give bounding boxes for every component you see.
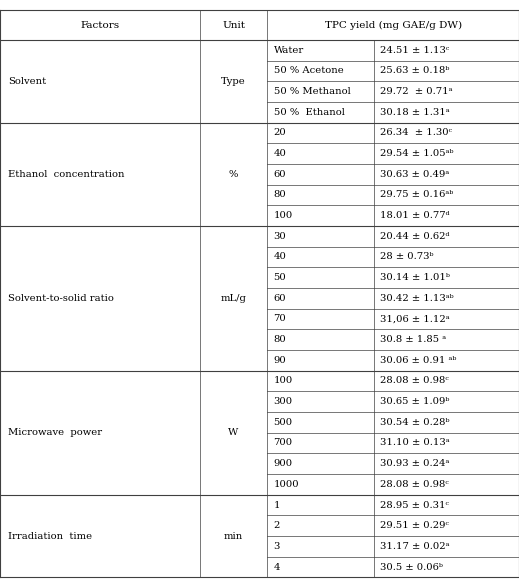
Text: TPC yield (mg GAE/g DW): TPC yield (mg GAE/g DW) [324,20,462,30]
Text: Ethanol  concentration: Ethanol concentration [8,170,124,179]
Text: 30.14 ± 1.01ᵇ: 30.14 ± 1.01ᵇ [380,273,450,282]
Text: 1000: 1000 [274,480,299,489]
Text: 30.54 ± 0.28ᵇ: 30.54 ± 0.28ᵇ [380,418,449,427]
Text: 50: 50 [274,273,286,282]
Text: 29.72  ± 0.71ᵃ: 29.72 ± 0.71ᵃ [380,87,453,96]
Text: 60: 60 [274,294,286,303]
Text: W: W [228,428,239,437]
Text: 30.18 ± 1.31ᵃ: 30.18 ± 1.31ᵃ [380,108,449,117]
Text: Factors: Factors [80,21,119,30]
Text: 26.34  ± 1.30ᶜ: 26.34 ± 1.30ᶜ [380,129,452,137]
Text: 29.51 ± 0.29ᶜ: 29.51 ± 0.29ᶜ [380,521,449,530]
Text: 50 % Methanol: 50 % Methanol [274,87,350,96]
Text: 80: 80 [274,335,286,344]
Text: 28.08 ± 0.98ᶜ: 28.08 ± 0.98ᶜ [380,480,448,489]
Text: 28 ± 0.73ᵇ: 28 ± 0.73ᵇ [380,253,433,261]
Text: Unit: Unit [222,21,245,30]
Text: Irradiation  time: Irradiation time [8,531,92,541]
Text: 29.75 ± 0.16ᵃᵇ: 29.75 ± 0.16ᵃᵇ [380,190,453,200]
Text: 30.63 ± 0.49ᵃ: 30.63 ± 0.49ᵃ [380,170,449,179]
Text: 40: 40 [274,253,286,261]
Text: 28.08 ± 0.98ᶜ: 28.08 ± 0.98ᶜ [380,377,448,385]
Text: 90: 90 [274,356,286,365]
Text: %: % [229,170,238,179]
Text: Microwave  power: Microwave power [8,428,102,437]
Text: 60: 60 [274,170,286,179]
Text: 18.01 ± 0.77ᵈ: 18.01 ± 0.77ᵈ [380,211,449,220]
Text: 700: 700 [274,438,293,448]
Text: 30.65 ± 1.09ᵇ: 30.65 ± 1.09ᵇ [380,397,449,406]
Text: 31.10 ± 0.13ᵃ: 31.10 ± 0.13ᵃ [380,438,449,448]
Text: 300: 300 [274,397,293,406]
Text: 30.5 ± 0.06ᵇ: 30.5 ± 0.06ᵇ [380,563,443,572]
Text: mL/g: mL/g [221,294,247,303]
Text: 100: 100 [274,211,293,220]
Text: Solvent: Solvent [8,77,46,86]
Text: 3: 3 [274,542,280,551]
Text: 40: 40 [274,149,286,158]
Text: Type: Type [221,77,246,86]
Text: 2: 2 [274,521,280,530]
Text: 20: 20 [274,129,286,137]
Text: 4: 4 [274,563,280,572]
Text: 29.54 ± 1.05ᵃᵇ: 29.54 ± 1.05ᵃᵇ [380,149,454,158]
Text: Water: Water [274,46,304,55]
Text: 30: 30 [274,232,286,241]
Text: 500: 500 [274,418,293,427]
Text: 25.63 ± 0.18ᵇ: 25.63 ± 0.18ᵇ [380,66,449,76]
Text: Solvent-to-solid ratio: Solvent-to-solid ratio [8,294,114,303]
Text: min: min [224,531,243,541]
Text: 1: 1 [274,501,280,509]
Text: 20.44 ± 0.62ᵈ: 20.44 ± 0.62ᵈ [380,232,449,241]
Text: 50 %  Ethanol: 50 % Ethanol [274,108,345,117]
Text: 50 % Acetone: 50 % Acetone [274,66,343,76]
Text: 30.8 ± 1.85 ᵃ: 30.8 ± 1.85 ᵃ [380,335,446,344]
Text: 30.93 ± 0.24ᵃ: 30.93 ± 0.24ᵃ [380,459,449,468]
Text: 31,06 ± 1.12ᵃ: 31,06 ± 1.12ᵃ [380,314,449,324]
Text: 30.06 ± 0.91 ᵃᵇ: 30.06 ± 0.91 ᵃᵇ [380,356,456,365]
Text: 31.17 ± 0.02ᵃ: 31.17 ± 0.02ᵃ [380,542,449,551]
Text: 100: 100 [274,377,293,385]
Text: 30.42 ± 1.13ᵃᵇ: 30.42 ± 1.13ᵃᵇ [380,294,454,303]
Text: 80: 80 [274,190,286,200]
Text: 28.95 ± 0.31ᶜ: 28.95 ± 0.31ᶜ [380,501,449,509]
Text: 24.51 ± 1.13ᶜ: 24.51 ± 1.13ᶜ [380,46,449,55]
Text: 70: 70 [274,314,286,324]
Text: 900: 900 [274,459,293,468]
